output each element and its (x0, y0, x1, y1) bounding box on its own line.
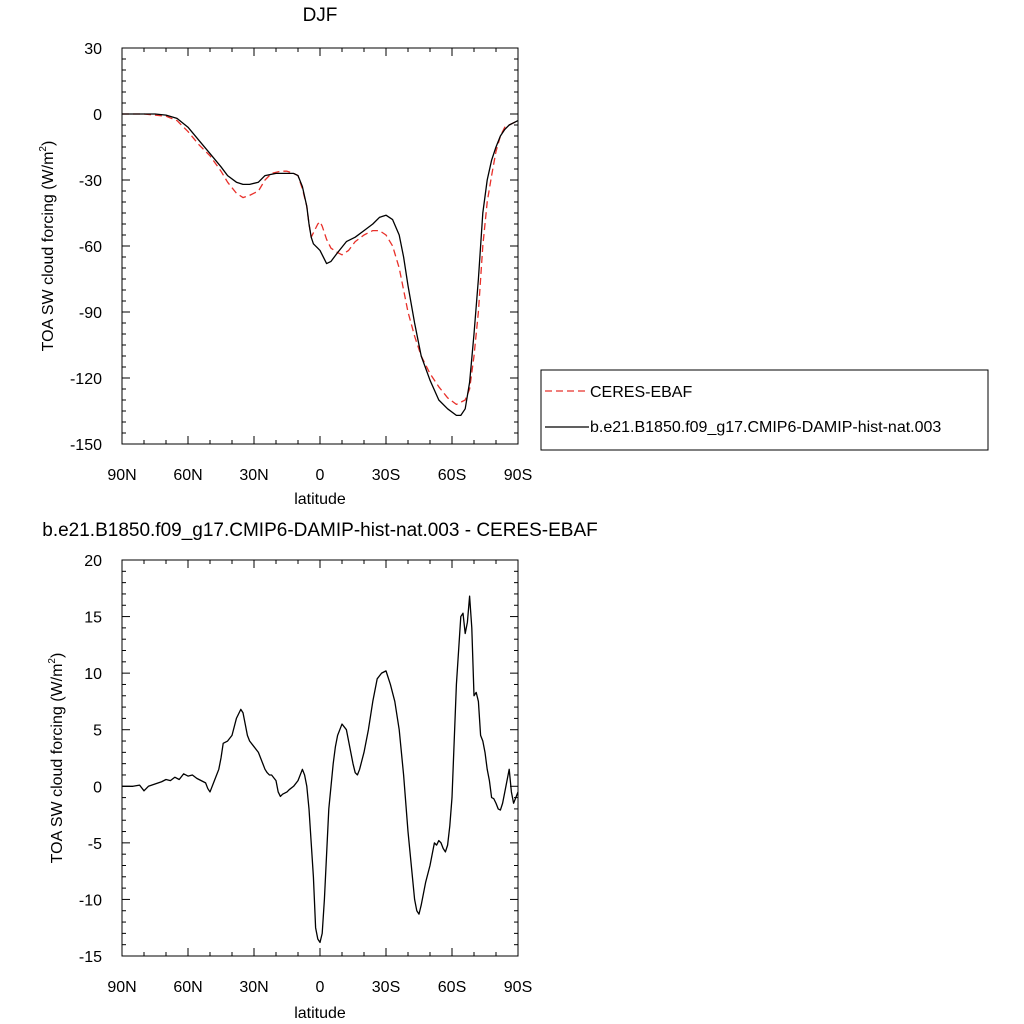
top-x-axis-label: latitude (294, 491, 346, 508)
bottom-y-tick-label: 20 (84, 553, 102, 570)
bottom-chart-series-group (122, 595, 519, 944)
top-y-ticks: 30 0 -30 -60 -90 -120 -150 (70, 41, 518, 454)
bottom-y-ticks: 20 15 10 5 0 -5 -10 -15 (79, 553, 518, 966)
bottom-y-tick-label: 0 (93, 779, 102, 796)
top-x-tick-label: 60S (438, 467, 466, 484)
top-y-tick-label: 30 (84, 41, 102, 58)
legend-label-model: b.e21.B1850.f09_g17.CMIP6-DAMIP-hist-nat… (590, 419, 941, 436)
bottom-plot-frame (121, 559, 519, 957)
bottom-y-tick-label: -5 (88, 836, 102, 853)
bottom-x-tick-label: 30S (372, 979, 400, 996)
bottom-chart-title: b.e21.B1850.f09_g17.CMIP6-DAMIP-hist-nat… (42, 520, 597, 541)
top-series-line-1 (122, 113, 519, 417)
top-plot-frame (121, 47, 519, 445)
bottom-x-tick-label: 90S (504, 979, 532, 996)
top-x-ticks: 90N 60N 30N 0 30S 60S 90S (107, 48, 532, 484)
top-x-tick-label: 30N (239, 467, 268, 484)
top-y-tick-label: -120 (70, 371, 102, 388)
top-y-tick-label: -60 (79, 239, 102, 256)
bottom-y-axis-label: TOA SW cloud forcing (W/m2) (47, 653, 66, 864)
top-y-axis-label: TOA SW cloud forcing (W/m2) (38, 141, 57, 352)
bottom-y-axis-label-suffix: ) (49, 653, 66, 658)
top-y-tick-label: -90 (79, 305, 102, 322)
top-x-tick-label: 90N (107, 467, 136, 484)
bottom-x-axis-label: latitude (294, 1005, 346, 1022)
top-chart-title: DJF (303, 5, 338, 26)
bottom-x-tick-label: 0 (316, 979, 325, 996)
top-x-tick-label: 30S (372, 467, 400, 484)
bottom-y-tick-label: 10 (84, 666, 102, 683)
top-y-axis-label-superscript: 2 (38, 146, 49, 152)
top-chart-panel: DJF 30 0 -30 -60 -90 -120 -150 90N 60N 30N 0 30S 60… (38, 5, 989, 508)
top-x-tick-label: 60N (173, 467, 202, 484)
top-y-tick-label: -30 (79, 173, 102, 190)
legend-box (540, 369, 989, 451)
bottom-chart-panel: b.e21.B1850.f09_g17.CMIP6-DAMIP-hist-nat… (42, 520, 597, 1022)
top-series-line-0 (122, 113, 519, 406)
bottom-x-tick-label: 60S (438, 979, 466, 996)
top-y-tick-label: -150 (70, 437, 102, 454)
top-y-tick-label: 0 (93, 107, 102, 124)
bottom-x-ticks: 90N 60N 30N 0 30S 60S 90S (107, 560, 532, 996)
bottom-series-line-0 (122, 595, 519, 944)
top-chart-series-group (122, 113, 519, 417)
bottom-y-tick-label: 15 (84, 610, 102, 627)
bottom-y-tick-label: -10 (79, 892, 102, 909)
top-y-axis-label-main: TOA SW cloud forcing (W/m (40, 152, 57, 352)
top-y-axis-label-suffix: ) (40, 141, 57, 146)
bottom-y-axis-label-main: TOA SW cloud forcing (W/m (49, 664, 66, 864)
bottom-y-tick-label: 5 (93, 723, 102, 740)
bottom-x-tick-label: 60N (173, 979, 202, 996)
bottom-x-tick-label: 30N (239, 979, 268, 996)
bottom-y-axis-label-superscript: 2 (47, 658, 58, 664)
top-chart-legend: CERES-EBAF b.e21.B1850.f09_g17.CMIP6-DAM… (540, 369, 989, 451)
bottom-x-tick-label: 90N (107, 979, 136, 996)
top-x-tick-label: 0 (316, 467, 325, 484)
top-x-tick-label: 90S (504, 467, 532, 484)
legend-label-ceres: CERES-EBAF (590, 384, 692, 401)
bottom-y-tick-label: -15 (79, 949, 102, 966)
